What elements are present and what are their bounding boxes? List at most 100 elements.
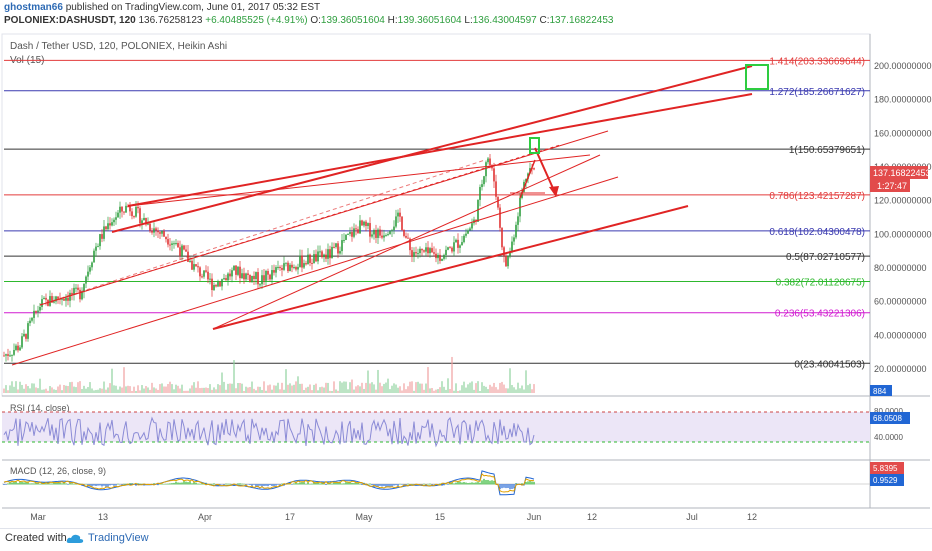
macd-bar [291,484,293,485]
time-axis[interactable]: Mar 13 Apr 17 May 15 Jun 12 Jul 12 [30,512,757,522]
pitchfork-lower[interactable] [11,176,619,366]
fib-retracement[interactable]: 1.414(203.33669644) 1.272(185.26671627) 1(… [4,56,870,370]
volume-bar [183,390,185,393]
macd-bar [3,484,5,485]
candle-body [389,231,391,235]
candle-body [205,270,207,272]
candle-body [413,252,415,257]
candle-body [49,296,51,306]
macd-bar [481,480,483,485]
volume-bar [369,383,371,393]
volume-bar [199,388,201,393]
macd-bar [13,481,15,485]
candle-body [7,354,9,356]
candle-body [161,230,163,234]
macd-bar [187,482,189,485]
volume-bar [261,390,263,393]
volume-bar [103,381,105,393]
volume-bar [93,390,95,393]
macd-bar [461,482,463,485]
macd-bar [213,483,215,485]
volume-bar [257,386,259,393]
macd-bar [173,482,175,485]
volume-bar [11,381,13,393]
volume-bar [269,384,271,393]
volume-bar [529,383,531,393]
candle-body [243,273,245,280]
chart-canvas[interactable]: Dash / Tether USD, 120, POLONIEX, Heikin… [0,0,932,528]
volume-bar [147,387,149,393]
high-label: H: [387,15,398,26]
candle-body [145,217,147,225]
macd-bar [225,483,227,485]
volume-bar [471,381,473,393]
volume-bar [17,389,19,393]
channel-lower-line[interactable] [212,205,689,330]
macd-bar [401,484,403,485]
volume-bar [371,382,373,393]
publish-text: published on TradingView.com, June 01, 2… [65,2,321,13]
volume-bar [181,384,183,393]
candle-body [349,232,351,234]
volume-bar [521,385,523,393]
macd-bar [521,483,523,485]
candle-body [449,247,451,249]
candle-body [315,254,317,262]
author-link[interactable]: ghostman66 [4,2,63,13]
arrow-b[interactable] [519,159,536,199]
green-box-small[interactable] [529,137,540,154]
candle-body [439,254,441,261]
trend-line-b[interactable] [212,154,601,330]
volume-bar [339,381,341,393]
volume-bar [377,369,379,393]
channel-lines[interactable] [11,64,769,366]
candle-body [461,242,463,246]
channel-upper-line[interactable] [111,65,753,233]
volume-bar [145,386,147,393]
price-axis[interactable]: 200.00000000180.00000000160.00000000140.… [874,61,932,374]
volume-bar [513,387,515,393]
macd-bar [61,483,63,485]
candle-body [357,229,359,234]
green-box-target[interactable] [745,64,769,90]
pitchfork-upper[interactable] [39,130,609,306]
macd-bar [263,484,265,486]
macd-pane[interactable]: 5.8395 0.9529 [2,462,904,496]
candle-body [165,236,167,240]
macd-bar [107,484,109,487]
footer: Created with TradingView [0,528,932,551]
candle-body [457,239,459,248]
candle-body [271,270,273,280]
candle-body [351,232,353,237]
trend-line-a[interactable] [127,154,591,207]
volume-bar [325,382,327,393]
candle-body [119,206,121,213]
macd-bar [171,483,173,485]
volume-bar [523,389,525,393]
volume-bar [327,382,329,393]
volume-bar [53,389,55,393]
candle-body [469,228,471,231]
macd-bar [115,484,117,486]
candle-body [517,216,519,225]
candle-body [93,250,95,263]
macd-bar [97,484,99,486]
pitchfork-median[interactable] [39,144,561,306]
macd-bar [25,481,27,485]
volume-bar [317,390,319,393]
macd-tag1-bg [870,462,904,474]
dashed-trend[interactable] [39,159,486,306]
volume-bar [393,383,395,393]
channel-mid-line[interactable] [127,93,753,207]
macd-bar [125,483,127,485]
fib-level-label: 0.618(102.04300478) [769,227,865,238]
candle-body [117,212,119,218]
candle-body [51,296,53,303]
candle-body [459,245,461,248]
volume-bar [207,388,209,393]
fib-level-label: 0.382(72.01120675) [776,277,865,288]
rsi-pane[interactable]: 80.0000 40.0000 68.0508 [2,407,910,448]
candle-body [331,246,333,259]
tradingview-link[interactable]: TradingView [88,532,149,544]
candle-body [419,248,421,254]
